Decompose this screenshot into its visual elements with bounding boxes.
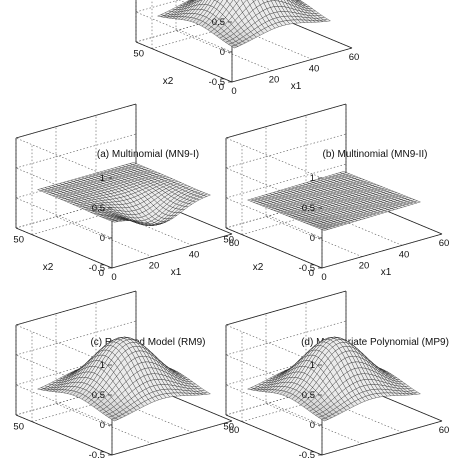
surface-cell (191, 0, 196, 3)
surface-cell (323, 18, 331, 22)
surface-cell (413, 200, 421, 204)
surface-cell (193, 0, 199, 4)
axis-frame (135, 41, 233, 83)
panel-c: 10.50-0.550 60 (13, 290, 240, 461)
x2-tick-label: 50 (13, 422, 24, 433)
axis-frame (15, 290, 137, 326)
axis-frame (15, 227, 113, 269)
x2-tick-label: 50 (223, 422, 234, 433)
axis-frame (225, 414, 323, 456)
z-tick-label: 0.5 (92, 203, 105, 214)
surface-cell (194, 0, 197, 2)
surface-cell (203, 193, 211, 197)
z-tick-label: 0 (100, 420, 105, 431)
x2-tick-label: 50 (13, 235, 24, 246)
x1-tick-label: 40 (399, 249, 410, 260)
x1-tick-label: 20 (359, 261, 370, 272)
z-tick-label: 1 (310, 173, 315, 184)
axis-frame (225, 103, 347, 139)
z-tick-label: 0 (100, 233, 105, 244)
x2-tick-label: 50 (133, 49, 144, 60)
surface-cell (199, 0, 203, 1)
x1-tick-label: 20 (149, 261, 160, 272)
caption-b: (b) Multinomial (MN9-II) (322, 149, 427, 160)
axis-frame (111, 233, 233, 269)
surface-cell (225, 0, 228, 2)
x1-tick-label: 60 (229, 425, 240, 436)
axis-frame (111, 420, 233, 456)
surface-cell (187, 0, 192, 2)
x1-axis-label: x1 (381, 267, 392, 278)
axis-frame (225, 227, 323, 269)
x2-tick-label: 0 (99, 268, 104, 279)
z-tick-label: -0.5 (89, 263, 105, 274)
z-tick-label: -0.5 (299, 450, 315, 461)
x1-tick-label: 60 (229, 238, 240, 249)
axis-frame (15, 103, 137, 139)
z-tick-label: 0.5 (302, 203, 315, 214)
surface-cell (214, 0, 219, 2)
panel-d: 10.50-0.550 60 (223, 290, 450, 461)
z-tick-label: 0.5 (302, 390, 315, 401)
x1-tick-label: 40 (189, 249, 200, 260)
surface-cell (190, 0, 193, 1)
axis-frame (321, 233, 443, 269)
caption-a: (a) Multinomial (MN9-I) (97, 149, 199, 160)
x1-tick-label: 20 (269, 75, 280, 86)
x2-tick-label: 0 (219, 82, 224, 93)
z-tick-label: 0.5 (92, 390, 105, 401)
caption-d: (d) Multivariate Polynomial (MP9) (301, 337, 449, 348)
z-tick-label: 0 (310, 420, 315, 431)
z-tick-label: 1 (100, 360, 105, 371)
z-tick-label: -0.5 (299, 263, 315, 274)
x1-tick-label: 60 (439, 238, 450, 249)
z-tick-label: 0.5 (212, 17, 225, 28)
surface-cell (196, 0, 201, 2)
z-tick-label: -0.5 (89, 450, 105, 461)
z-tick-label: 0 (310, 233, 315, 244)
x2-axis-label: x2 (43, 262, 54, 273)
x2-axis-label: x2 (253, 262, 264, 273)
x1-tick-label: 40 (309, 63, 320, 74)
axis-frame (231, 47, 353, 83)
surface-cell (203, 391, 211, 395)
axis-frame (15, 414, 113, 456)
axis-frame (321, 420, 443, 456)
x1-tick-label: 60 (349, 52, 360, 63)
x2-tick-label: 0 (309, 268, 314, 279)
surface-cell (189, 0, 194, 3)
axis-frame (225, 290, 347, 326)
z-tick-label: 1 (100, 173, 105, 184)
z-tick-label: 1 (310, 360, 315, 371)
x2-tick-label: 50 (223, 235, 234, 246)
x1-axis-label: x1 (171, 267, 182, 278)
z-tick-label: 0 (220, 47, 225, 58)
x1-tick-label: 60 (439, 425, 450, 436)
x1-tick-label: 0 (231, 86, 236, 97)
x1-axis-label: x1 (291, 81, 302, 92)
x1-tick-label: 0 (111, 272, 116, 283)
surface-cell (192, 0, 195, 2)
z-tick-label: -0.5 (209, 77, 225, 88)
surface-cell (217, 0, 224, 5)
x1-tick-label: 0 (321, 272, 326, 283)
grid-line (225, 137, 323, 179)
x2-axis-label: x2 (163, 76, 174, 87)
caption-c: (c) Reduced Model (RM9) (90, 337, 205, 348)
surface-cell (413, 391, 421, 395)
